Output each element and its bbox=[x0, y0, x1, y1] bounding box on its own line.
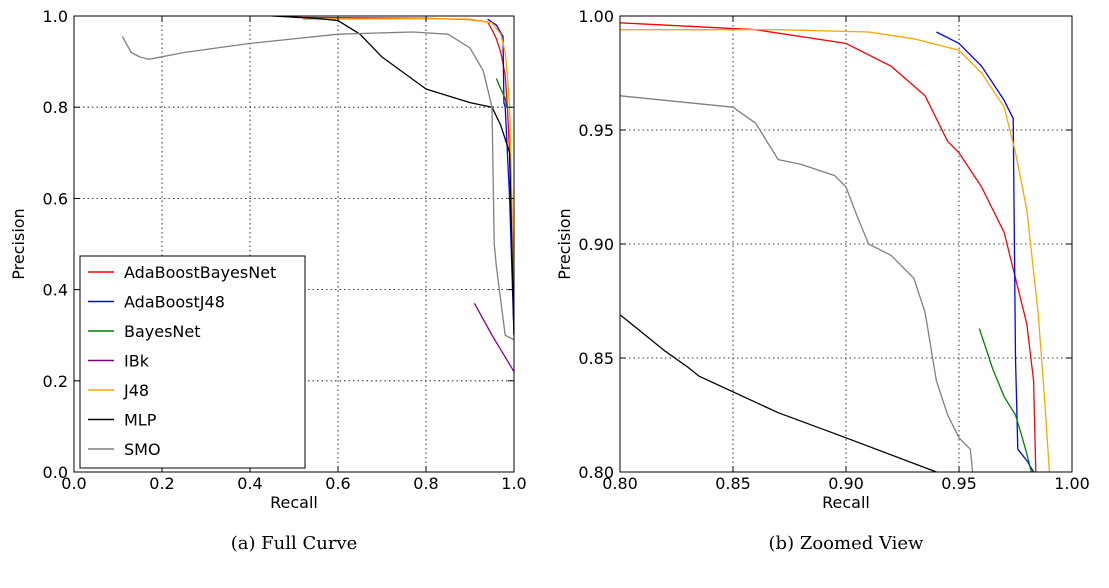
y-tick-label: 0.6 bbox=[43, 189, 68, 208]
grid-lines bbox=[620, 16, 1072, 472]
series-line-adaboostbayesnet bbox=[620, 22, 1037, 472]
x-tick-label: 0.0 bbox=[61, 474, 86, 493]
y-tick-label: 0.2 bbox=[43, 372, 68, 391]
legend-label-smo: SMO bbox=[124, 440, 161, 459]
panel-caption: (a) Full Curve bbox=[231, 533, 358, 554]
panel-caption: (b) Zoomed View bbox=[769, 533, 925, 554]
zoomed-view-chart: 0.80 0.85 0.90 0.95 1.00 0.80 0.85 0.90 0.95 1.00… bbox=[555, 7, 1090, 554]
series-line-bayesnet bbox=[495, 78, 508, 108]
series-line-adaboostj48 bbox=[936, 31, 1035, 472]
series-line-mlp bbox=[620, 314, 937, 472]
x-tick-label: 0.85 bbox=[715, 474, 751, 493]
legend-label-j48: J48 bbox=[123, 381, 149, 400]
full-curve-chart: 0.0 0.2 0.4 0.6 0.8 1.0 0.0 0.2 0.4 0.6 0.8 1.0 Rec… bbox=[9, 7, 527, 554]
x-tick-label: 0.90 bbox=[828, 474, 864, 493]
y-tick-label: 0.0 bbox=[43, 463, 68, 482]
series-line-bayesnet bbox=[978, 328, 1032, 472]
axis-ticks: 0.0 0.2 0.4 0.6 0.8 1.0 0.0 0.2 0.4 0.6 0.8 1.0 bbox=[43, 7, 527, 493]
y-tick-label: 0.90 bbox=[578, 235, 614, 254]
series-line-ibk bbox=[473, 302, 514, 373]
y-tick-label: 0.85 bbox=[578, 349, 614, 368]
legend-label-adaboostbayesnet: AdaBoostBayesNet bbox=[124, 263, 276, 282]
x-tick-label: 0.95 bbox=[941, 474, 977, 493]
y-tick-label: 0.95 bbox=[578, 121, 614, 140]
series-line-j48 bbox=[302, 18, 514, 290]
x-axis-label: Recall bbox=[822, 493, 870, 512]
y-tick-label: 1.00 bbox=[578, 7, 614, 26]
plot-frame bbox=[73, 15, 515, 473]
legend-label-mlp: MLP bbox=[124, 411, 157, 430]
series-line-adaboostbayesnet bbox=[293, 16, 514, 336]
legend-label-ibk: IBk bbox=[124, 352, 150, 371]
x-tick-label: 1.00 bbox=[1054, 474, 1090, 493]
legend-label-bayesnet: BayesNet bbox=[124, 322, 201, 341]
axis-ticks: 0.80 0.85 0.90 0.95 1.00 0.80 0.85 0.90 0.95 1.00 bbox=[578, 7, 1089, 493]
y-axis-label: Precision bbox=[9, 208, 28, 279]
series-line-smo bbox=[121, 31, 514, 341]
series-line-mlp bbox=[271, 16, 514, 336]
x-tick-label: 0.2 bbox=[149, 474, 174, 493]
x-tick-label: 0.80 bbox=[602, 474, 638, 493]
y-tick-label: 1.0 bbox=[43, 7, 68, 26]
y-axis-label: Precision bbox=[555, 208, 574, 279]
x-tick-label: 0.4 bbox=[237, 474, 262, 493]
x-tick-label: 1.0 bbox=[501, 474, 526, 493]
x-tick-label: 0.6 bbox=[325, 474, 350, 493]
y-tick-label: 0.80 bbox=[578, 463, 614, 482]
y-tick-label: 0.8 bbox=[43, 98, 68, 117]
y-tick-label: 0.4 bbox=[43, 281, 68, 300]
series-lines bbox=[620, 22, 1051, 472]
legend: AdaBoostBayesNet AdaBoostJ48 BayesNet IBk J4… bbox=[79, 255, 306, 469]
legend-label-adaboostj48: AdaBoostJ48 bbox=[124, 293, 225, 312]
x-axis-label: Recall bbox=[270, 493, 318, 512]
series-line-j48 bbox=[620, 29, 1051, 472]
legend-box bbox=[79, 255, 306, 469]
x-tick-label: 0.8 bbox=[413, 474, 438, 493]
series-line-smo bbox=[620, 95, 974, 472]
